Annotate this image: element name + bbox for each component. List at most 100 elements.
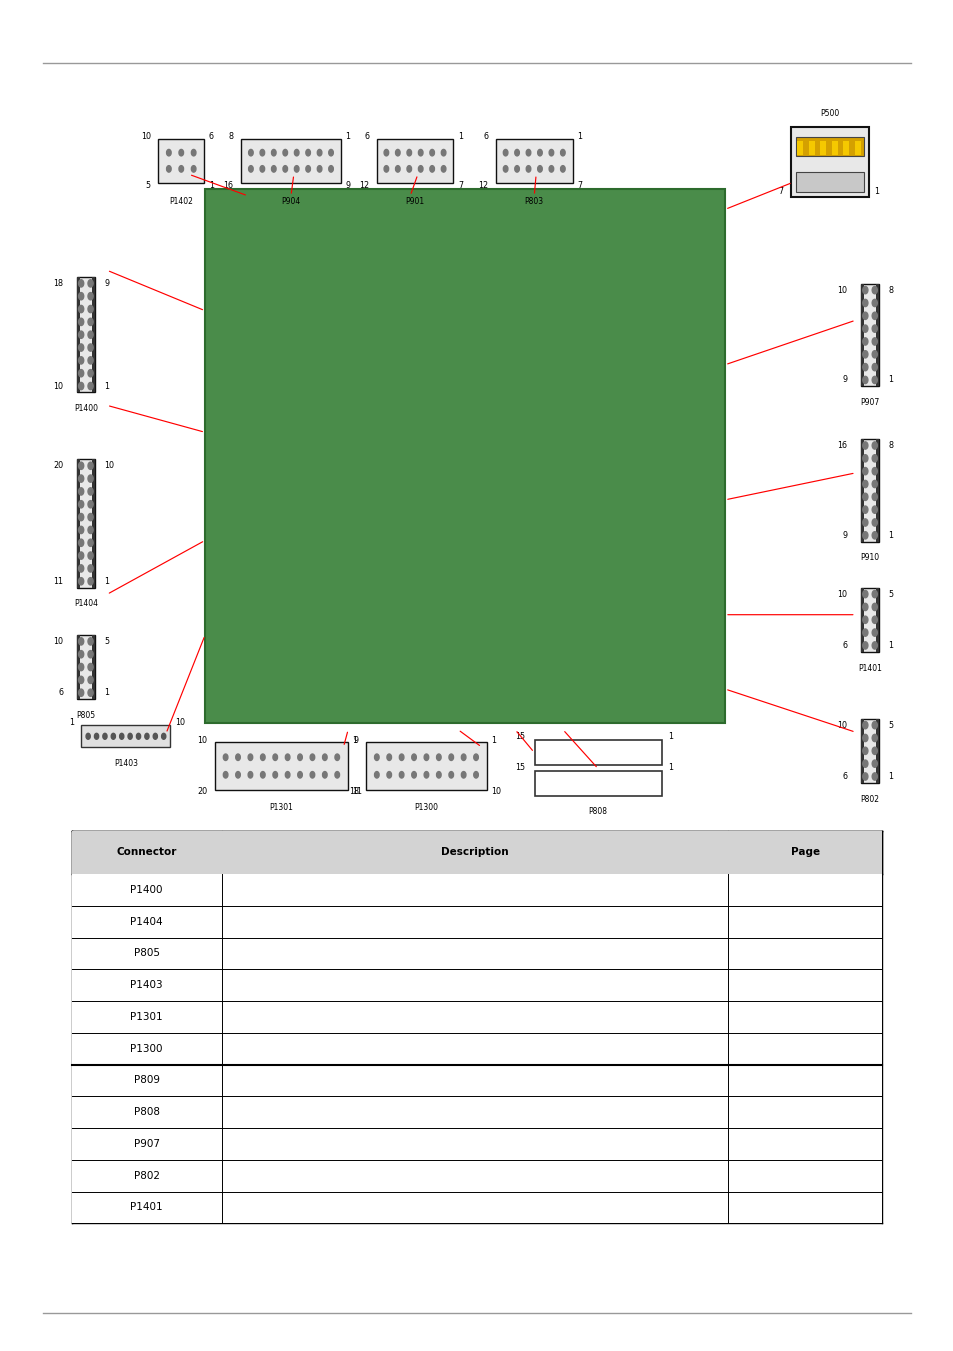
Text: 12: 12 [358, 181, 369, 189]
Text: P805: P805 [76, 711, 95, 720]
Circle shape [503, 150, 507, 155]
Circle shape [283, 166, 287, 172]
Circle shape [862, 286, 867, 293]
Circle shape [78, 513, 84, 520]
Bar [91, 635, 94, 700]
Bar [875, 588, 878, 653]
Circle shape [322, 771, 327, 778]
Text: P809: P809 [588, 777, 607, 785]
Circle shape [441, 150, 445, 155]
Circle shape [436, 771, 440, 778]
Circle shape [515, 166, 518, 172]
Text: 1: 1 [577, 132, 581, 141]
Text: P1401: P1401 [857, 663, 882, 673]
Text: 8: 8 [229, 132, 233, 141]
Text: P907: P907 [133, 1139, 159, 1148]
Circle shape [78, 553, 84, 559]
Text: P1403: P1403 [113, 759, 138, 767]
Text: P1400: P1400 [131, 885, 163, 894]
Circle shape [384, 166, 388, 172]
Text: P802: P802 [860, 794, 879, 804]
Circle shape [145, 734, 149, 739]
Circle shape [407, 150, 411, 155]
Text: 1: 1 [873, 188, 878, 196]
Bar [71, 1065, 882, 1097]
Circle shape [399, 771, 403, 778]
Text: 18: 18 [348, 788, 358, 796]
Circle shape [88, 293, 93, 300]
Text: 20: 20 [197, 788, 207, 796]
Circle shape [78, 293, 84, 300]
Circle shape [387, 771, 391, 778]
Text: 5: 5 [887, 720, 893, 730]
Circle shape [862, 642, 867, 648]
Text: 1: 1 [209, 181, 213, 189]
Circle shape [223, 754, 228, 761]
Circle shape [862, 747, 867, 754]
Circle shape [285, 771, 290, 778]
Circle shape [871, 312, 877, 319]
Circle shape [871, 493, 877, 500]
Circle shape [560, 166, 564, 172]
Circle shape [424, 771, 428, 778]
Bar [875, 719, 878, 784]
Circle shape [407, 166, 411, 172]
Circle shape [78, 578, 84, 585]
Text: 9: 9 [105, 278, 110, 288]
Text: 10: 10 [491, 788, 501, 796]
Circle shape [248, 771, 253, 778]
Text: 1: 1 [69, 719, 73, 727]
Bar [71, 1034, 882, 1065]
Circle shape [78, 345, 84, 351]
Circle shape [862, 467, 867, 474]
Circle shape [88, 553, 93, 559]
Circle shape [260, 754, 265, 761]
Circle shape [88, 651, 93, 658]
Circle shape [78, 638, 84, 644]
Circle shape [862, 363, 867, 370]
Text: 10: 10 [837, 285, 847, 295]
Circle shape [418, 166, 422, 172]
Text: P1300: P1300 [414, 804, 438, 812]
Text: P805: P805 [133, 948, 159, 958]
Circle shape [329, 166, 333, 172]
Circle shape [78, 331, 84, 338]
Text: 6: 6 [483, 132, 488, 141]
Bar [820, 142, 825, 155]
Circle shape [862, 519, 867, 526]
Circle shape [317, 150, 321, 155]
Circle shape [88, 345, 93, 351]
Bar [875, 284, 878, 386]
Text: 6: 6 [841, 640, 847, 650]
Circle shape [88, 501, 93, 508]
Circle shape [871, 351, 877, 358]
Circle shape [862, 616, 867, 623]
Circle shape [249, 150, 253, 155]
Bar [71, 970, 882, 1001]
Bar [71, 1097, 882, 1128]
Circle shape [88, 488, 93, 494]
Circle shape [249, 166, 253, 172]
Bar [861, 439, 863, 542]
Text: 11: 11 [53, 577, 64, 586]
Circle shape [283, 150, 287, 155]
Circle shape [297, 771, 302, 778]
Bar [77, 635, 80, 700]
Circle shape [136, 734, 140, 739]
Text: 11: 11 [353, 788, 362, 796]
Text: P1301: P1301 [131, 1012, 163, 1021]
Circle shape [871, 642, 877, 648]
Circle shape [294, 166, 298, 172]
Circle shape [384, 150, 388, 155]
Circle shape [862, 590, 867, 597]
Circle shape [78, 651, 84, 658]
Circle shape [335, 771, 339, 778]
Circle shape [395, 150, 399, 155]
Text: 7: 7 [577, 181, 582, 189]
Circle shape [862, 773, 867, 780]
Text: 10: 10 [53, 381, 64, 390]
Text: 8: 8 [887, 285, 893, 295]
Text: 1: 1 [353, 736, 357, 744]
Text: 9: 9 [841, 531, 847, 540]
Circle shape [285, 754, 290, 761]
